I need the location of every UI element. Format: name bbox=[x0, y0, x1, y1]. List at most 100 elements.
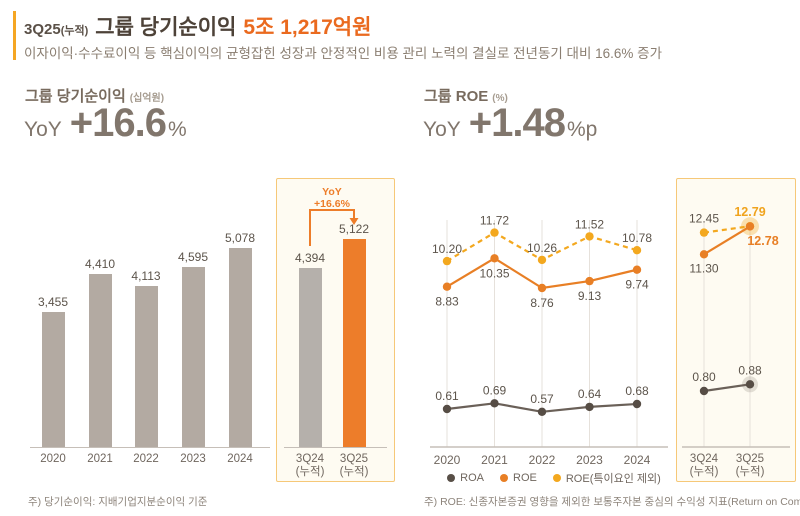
legend-dot-icon bbox=[552, 474, 561, 482]
roe-line-chart: 10.20 11.72 10.26 11.52 10.78 8.83 10.35 8.76 9.… bbox=[430, 214, 668, 467]
x-axis-line bbox=[284, 447, 387, 448]
point-ROE(특이요인 제외) bbox=[537, 255, 547, 265]
point-label: 0.61 bbox=[435, 389, 459, 403]
point-label: 8.83 bbox=[435, 295, 459, 309]
point-ROE bbox=[699, 250, 709, 259]
yoy-arrow-line bbox=[309, 209, 355, 246]
point-ROE bbox=[537, 283, 547, 293]
x-axis-line bbox=[30, 447, 270, 448]
roe-yoy-value: +1.48 bbox=[468, 101, 566, 145]
point-label: 0.57 bbox=[530, 392, 554, 406]
x-axis-label: 2022 bbox=[529, 453, 556, 467]
net-income-highlight-box bbox=[276, 178, 395, 482]
net-income-yoy-value: +16.6 bbox=[69, 101, 167, 145]
point-ROA bbox=[537, 407, 547, 416]
yoy-arrow-annotation: YoY +16.6% bbox=[309, 186, 359, 246]
net-income-yoy-unit: % bbox=[167, 118, 187, 141]
point-label: 11.30 bbox=[689, 261, 718, 275]
x-axis-label: 2023 bbox=[576, 453, 603, 467]
point-ROA bbox=[745, 380, 755, 389]
point-ROE bbox=[490, 254, 499, 263]
point-ROA bbox=[699, 386, 709, 396]
roe-legend: ROA ROE ROE(특이요인 제외) bbox=[430, 470, 678, 486]
point-label: 9.74 bbox=[625, 278, 649, 292]
period-label: 3Q25 bbox=[24, 21, 61, 38]
bar-value-label: 4,394 bbox=[294, 251, 326, 265]
point-ROE bbox=[442, 282, 452, 291]
point-ROA bbox=[585, 402, 594, 412]
x-axis-label: 2024 bbox=[624, 453, 651, 467]
bar bbox=[342, 239, 366, 447]
net-income-yoy: YoY +16.6 % bbox=[24, 101, 187, 146]
yoy-arrow-head bbox=[349, 218, 359, 225]
point-ROA bbox=[632, 399, 642, 409]
page-title: 3Q25 (누적) 그룹 당기순이익 5조 1,217억원 bbox=[24, 11, 371, 41]
roe-yoy: YoY +1.48 %p bbox=[423, 101, 597, 146]
net-income-highlight-chart: YoY +16.6% 4,394 3Q24 (누적) 5,122 3Q25 (누적) bbox=[276, 178, 395, 482]
net-income-footnote: 주) 당기순이익: 지배기업지분순이익 기준 bbox=[28, 496, 208, 508]
point-label: 10.35 bbox=[479, 266, 509, 280]
bar-value-label: 3,455 bbox=[37, 295, 69, 309]
point-label: 10.78 bbox=[622, 231, 652, 245]
legend-label: ROE bbox=[513, 472, 537, 484]
x-axis-label: 3Q24 (누적) bbox=[295, 453, 325, 478]
line-ROE bbox=[703, 225, 751, 256]
bar-value-label: 5,078 bbox=[224, 231, 256, 245]
point-ROE bbox=[745, 222, 755, 231]
point-label: 0.64 bbox=[578, 387, 602, 401]
x-axis-label: 2020 bbox=[434, 453, 461, 467]
point-ROE(특이요인 제외) bbox=[490, 228, 499, 237]
net-income-unit: (십억원) bbox=[129, 93, 165, 104]
x-axis-label: 3Q24 bbox=[690, 453, 719, 465]
title-text: 그룹 당기순이익 bbox=[95, 16, 237, 39]
x-axis-label: (누적) bbox=[690, 465, 719, 478]
legend-dot-icon bbox=[447, 474, 456, 482]
legend-item-roe: ROE(특이요인 제외) bbox=[552, 470, 661, 486]
line-ROA bbox=[703, 383, 751, 393]
point-label: 12.79 bbox=[734, 205, 765, 219]
x-axis-label: 3Q25 (누적) bbox=[339, 453, 369, 478]
legend-label: ROE(특이요인 제외) bbox=[565, 473, 661, 485]
point-ROE(특이요인 제외) bbox=[699, 228, 709, 237]
bar bbox=[181, 267, 205, 447]
x-axis-label: 2020 bbox=[40, 453, 66, 465]
point-label: 10.26 bbox=[527, 241, 557, 255]
bar-value-label: 4,113 bbox=[131, 269, 161, 283]
bar-value-label: 4,595 bbox=[177, 250, 209, 264]
legend-item-roa: ROA bbox=[447, 472, 484, 484]
bar-value-label: 4,410 bbox=[84, 257, 116, 271]
bar bbox=[298, 268, 322, 447]
x-axis-label: (누적) bbox=[736, 465, 765, 478]
point-label: 8.76 bbox=[530, 296, 554, 310]
x-axis-label: 2023 bbox=[180, 453, 206, 465]
bar bbox=[228, 248, 252, 447]
legend-label: ROA bbox=[460, 472, 485, 484]
roe-footnote: 주) ROE: 신종자본증권 영향을 제외한 보통주자본 중심의 수익성 지표(… bbox=[424, 496, 800, 508]
point-ROE(특이요인 제외) bbox=[632, 246, 642, 255]
roe-unit: (%) bbox=[492, 93, 508, 104]
bar bbox=[41, 312, 65, 447]
legend-item-roe: ROE bbox=[500, 472, 537, 484]
legend-dot-icon bbox=[500, 474, 509, 482]
point-ROA bbox=[490, 399, 499, 408]
roe-yoy-unit: %p bbox=[566, 118, 598, 141]
net-income-yoy-label: YoY bbox=[24, 118, 62, 141]
net-income-bar-chart: 3,455 2020 4,410 2021 4,113 2022 4,595 2023 5,07… bbox=[30, 180, 270, 480]
point-ROE(특이요인 제외) bbox=[442, 256, 452, 266]
yoy-annotation-label: YoY bbox=[322, 186, 342, 198]
point-label: 11.72 bbox=[480, 214, 509, 228]
x-axis-label: 2021 bbox=[87, 453, 113, 465]
subtitle: 이자이익·수수료이익 등 핵심이익의 균형잡힌 성장과 안정적인 비용 관리 노… bbox=[24, 46, 663, 61]
bar bbox=[88, 274, 112, 447]
bar bbox=[134, 286, 158, 447]
point-label: 0.80 bbox=[692, 370, 716, 384]
point-ROA bbox=[442, 404, 452, 414]
yoy-annotation-value: +16.6% bbox=[314, 198, 351, 210]
x-axis-label: 2022 bbox=[133, 453, 159, 465]
roe-yoy-label: YoY bbox=[423, 118, 461, 141]
x-axis-label: 3Q25 bbox=[736, 453, 764, 465]
x-axis-label: 2021 bbox=[481, 453, 508, 467]
point-label: 0.68 bbox=[625, 384, 649, 398]
